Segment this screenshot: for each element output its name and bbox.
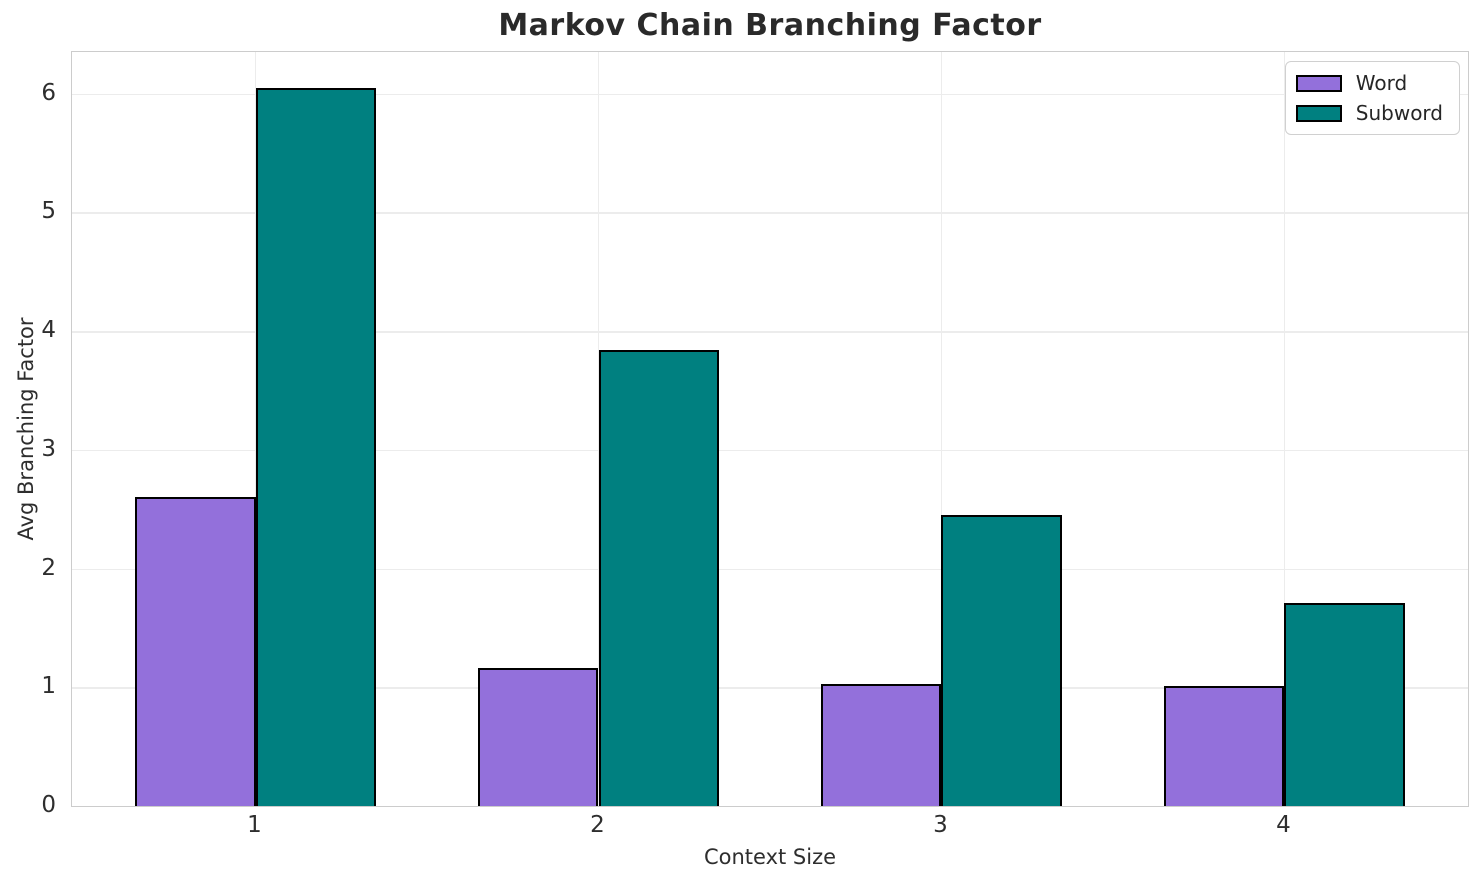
legend-swatch-subword — [1295, 104, 1342, 122]
y-tick-label: 3 — [41, 435, 56, 462]
h-gridline — [72, 449, 1468, 452]
legend-item: Subword — [1295, 101, 1443, 125]
bar-subword-3 — [941, 515, 1062, 806]
plot-area: Word Subword — [71, 51, 1469, 807]
v-gridline — [940, 52, 943, 806]
bar-subword-4 — [1284, 602, 1405, 806]
legend-label: Subword — [1355, 101, 1443, 125]
bar-word-3 — [821, 683, 942, 806]
y-axis-label: Avg Branching Factor — [14, 317, 38, 541]
legend-label: Word — [1355, 71, 1408, 95]
legend-swatch-word — [1295, 74, 1342, 92]
x-tick-label: 4 — [1276, 812, 1291, 838]
y-tick-label: 0 — [41, 792, 56, 818]
chart-title: Markov Chain Branching Factor — [498, 8, 1042, 43]
x-axis-label: Context Size — [703, 845, 837, 869]
legend-item: Word — [1295, 71, 1443, 95]
h-gridline — [72, 568, 1468, 571]
bar-subword-1 — [255, 87, 376, 806]
x-tick-label: 2 — [590, 812, 605, 838]
y-tick-label: 4 — [41, 317, 56, 344]
legend: Word Subword — [1284, 61, 1460, 135]
h-gridline — [72, 687, 1468, 689]
bar-word-4 — [1164, 686, 1285, 806]
x-tick-label: 3 — [933, 812, 948, 838]
y-tick-label: 5 — [41, 198, 56, 225]
bar-word-2 — [478, 668, 599, 806]
bar-word-1 — [135, 497, 256, 806]
v-gridline — [1283, 52, 1286, 806]
bar-subword-2 — [598, 350, 719, 806]
y-tick-label: 6 — [41, 79, 56, 106]
h-gridline — [72, 93, 1468, 96]
y-tick-label: 2 — [41, 554, 56, 581]
x-tick-label: 1 — [247, 812, 262, 838]
h-gridline — [72, 331, 1468, 333]
y-tick-label: 1 — [41, 673, 56, 700]
h-gridline — [72, 212, 1468, 214]
